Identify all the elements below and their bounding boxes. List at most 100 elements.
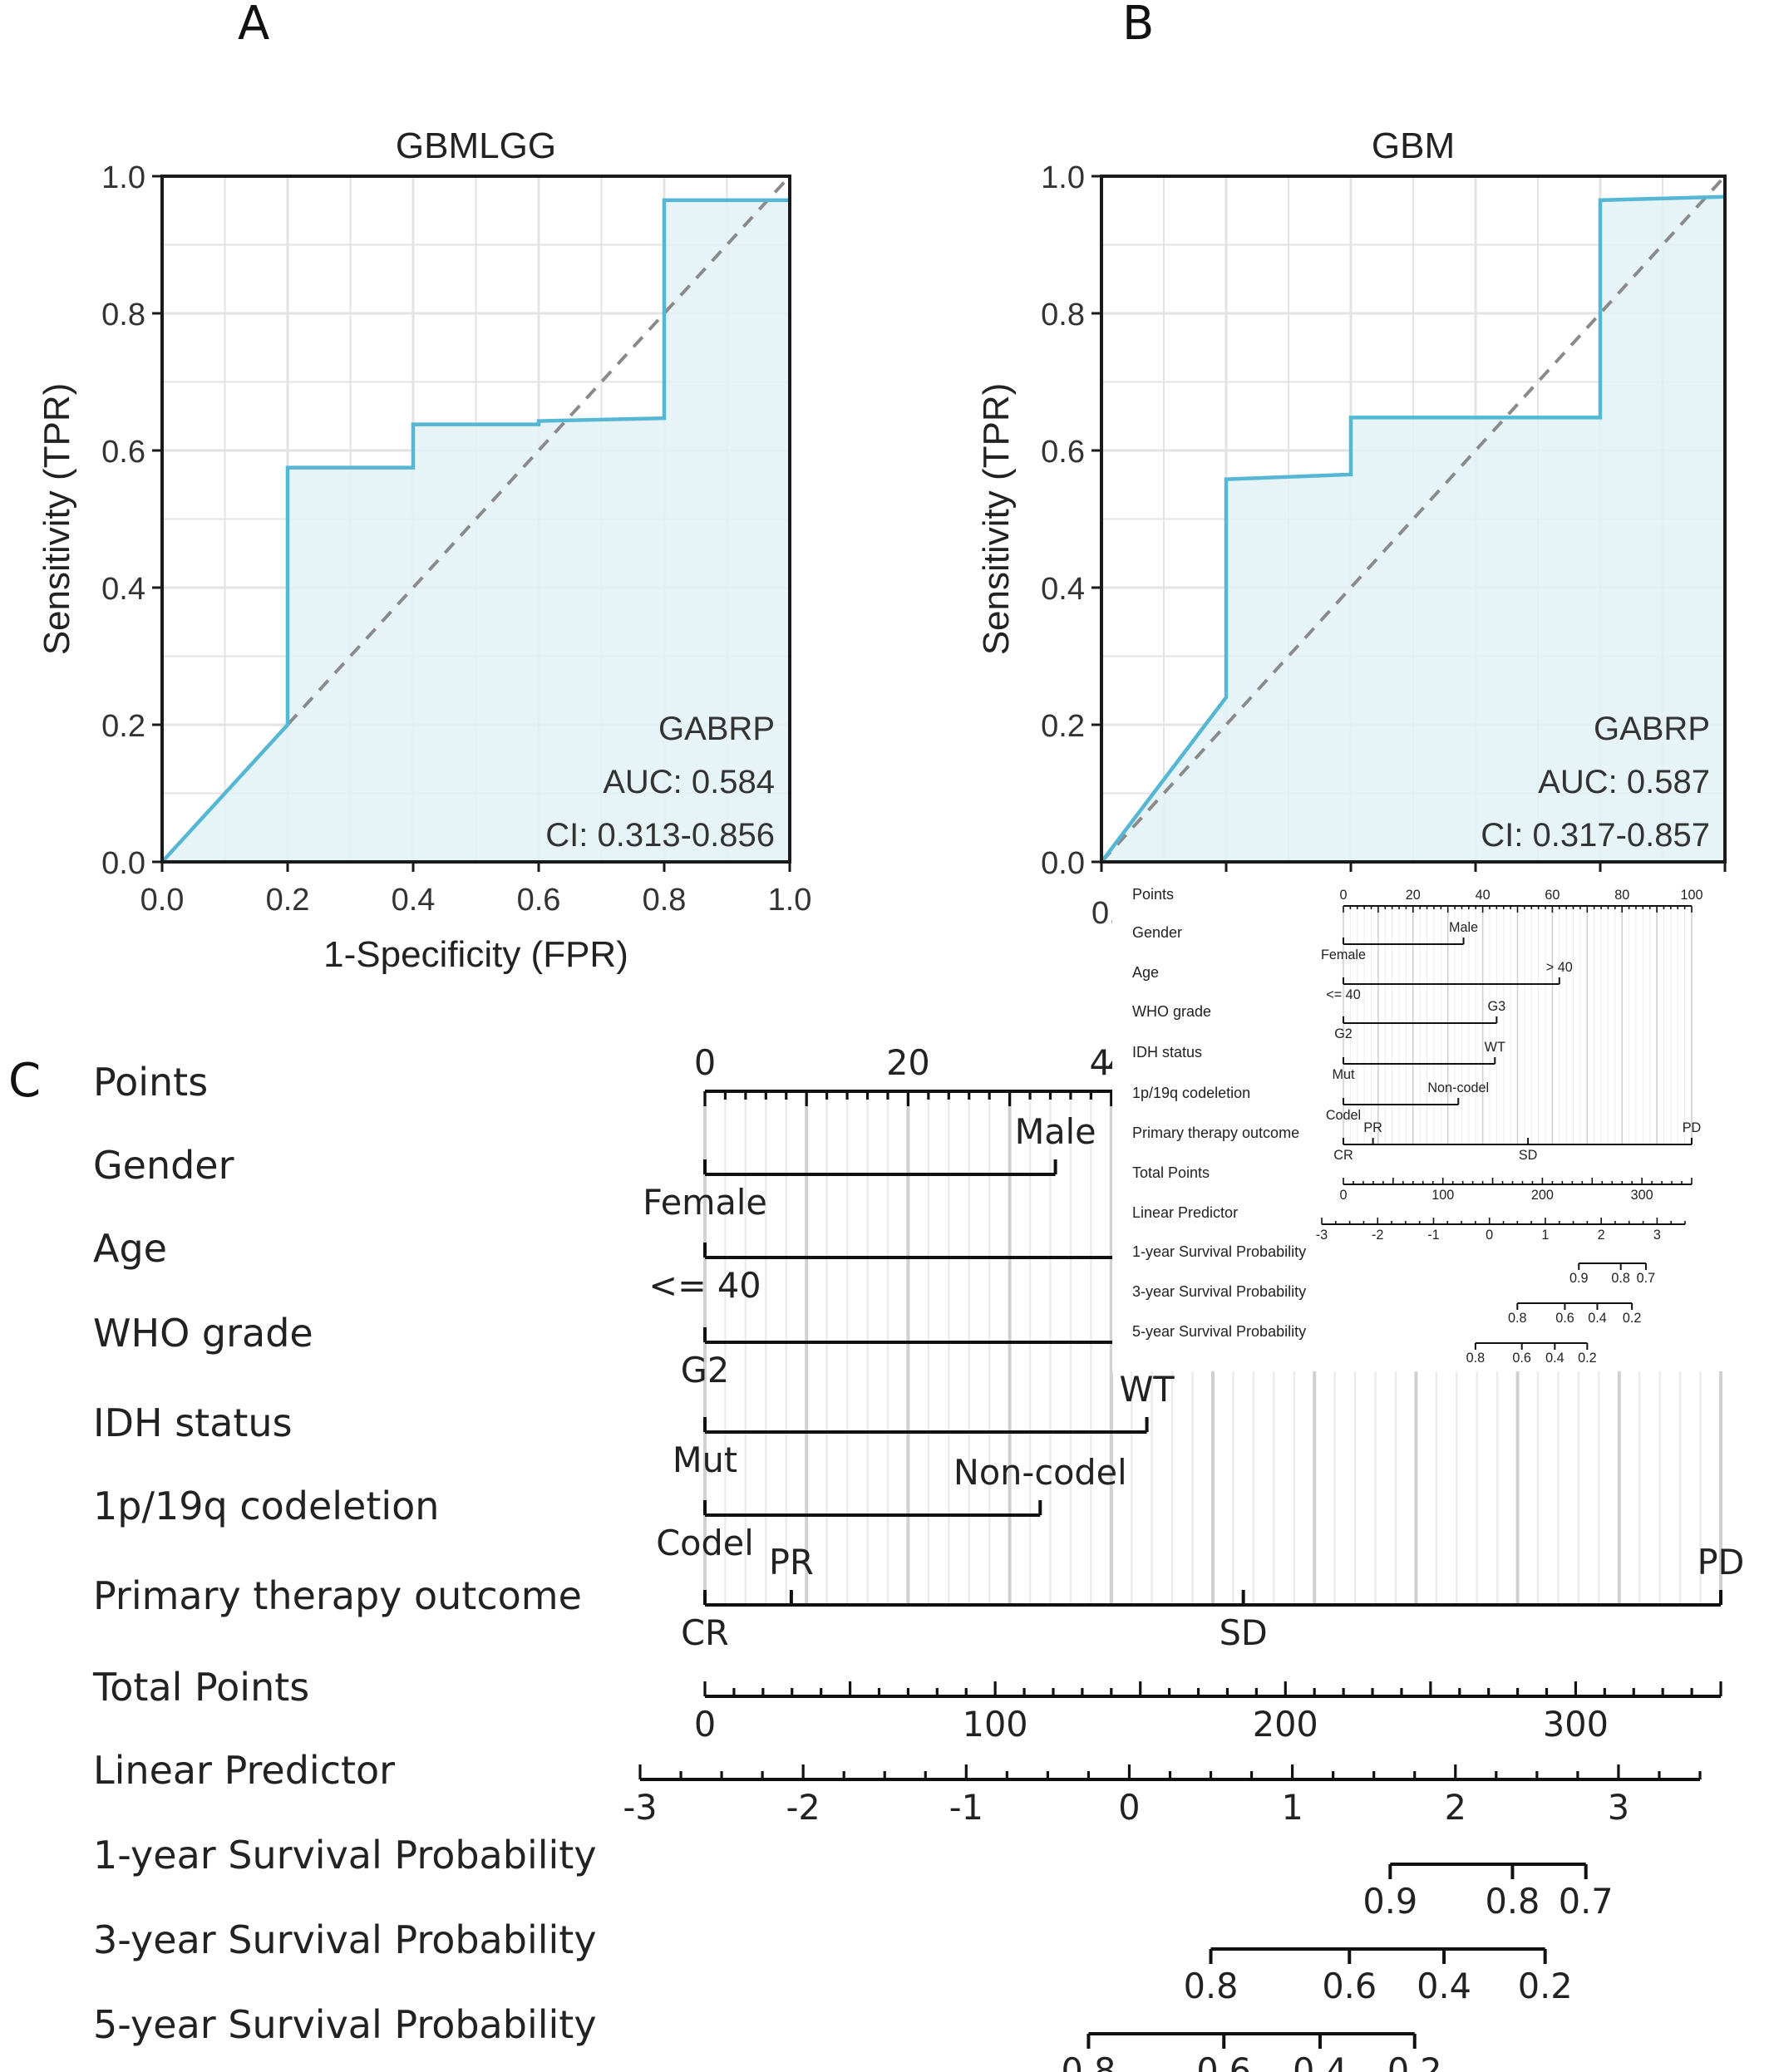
y-axis-label: Sensitivity (TPR) <box>976 383 1017 656</box>
survival-tick-label: 0.4 <box>1417 1966 1471 2006</box>
level-label: <= 40 <box>1326 987 1360 1002</box>
level-label: SD <box>1220 1613 1268 1653</box>
points-tick-label: 100 <box>1680 888 1702 903</box>
level-label: > 40 <box>1546 960 1573 975</box>
y-tick-label: 0.2 <box>101 709 145 744</box>
total-points-tick-label: 100 <box>1431 1188 1454 1203</box>
x-tick-label: 0.8 <box>643 883 687 918</box>
auc-annotation-line: CI: 0.313-0.856 <box>545 817 775 854</box>
survival-tick-label: 0.8 <box>1184 1966 1239 2006</box>
linear-predictor-tick-label: 2 <box>1445 1788 1466 1828</box>
y-tick-label: 1.0 <box>1041 160 1085 195</box>
survival-tick-label: 0.6 <box>1196 2051 1251 2072</box>
survival-tick-label: 0.6 <box>1512 1351 1531 1366</box>
x-tick-label: 0.0 <box>140 883 185 918</box>
total-points-tick-label: 200 <box>1531 1188 1554 1203</box>
level-label: CR <box>681 1613 729 1653</box>
linear-predictor-tick-label: -2 <box>1372 1228 1383 1243</box>
row-label: Age <box>93 1226 167 1271</box>
survival-tick-label: 0.4 <box>1588 1311 1607 1326</box>
reference-diagonal <box>160 175 791 864</box>
linear-predictor-tick-label: 2 <box>1598 1228 1605 1243</box>
linear-predictor-tick-label: 3 <box>1653 1228 1661 1243</box>
x-tick-label: 0.6 <box>517 883 561 918</box>
linear-predictor-tick-label: 0 <box>1118 1788 1140 1828</box>
y-tick-label: 0.6 <box>101 435 145 470</box>
survival-tick-label: 0.8 <box>1486 1882 1540 1922</box>
row-label: Gender <box>1132 924 1182 941</box>
chart-title: GBMLGG <box>396 126 556 166</box>
auc-annotation-line: GABRP <box>658 711 775 747</box>
linear-predictor-tick-label: -1 <box>949 1788 983 1828</box>
row-label: Points <box>93 1060 208 1105</box>
survival-tick-label: 0.9 <box>1362 1882 1417 1922</box>
x-tick-label: 1.0 <box>768 883 812 918</box>
level-label: Male <box>1015 1112 1096 1152</box>
points-tick-label: 80 <box>1614 888 1629 903</box>
row-label: WHO grade <box>93 1311 313 1356</box>
row-label: IDH status <box>1132 1044 1202 1061</box>
points-tick-label: 0 <box>694 1043 716 1083</box>
level-label: Non-codel <box>1427 1080 1489 1095</box>
total-points-tick-label: 200 <box>1253 1705 1318 1745</box>
level-label: Mut <box>673 1440 737 1480</box>
survival-tick-label: 0.6 <box>1555 1311 1574 1326</box>
row-label: 1-year Survival Probability <box>1132 1243 1306 1260</box>
points-tick-label: 20 <box>1406 888 1421 903</box>
auc-annotation-line: GABRP <box>1594 711 1710 747</box>
x-tick-label: 0.4 <box>392 883 436 918</box>
panel-letter-a: A <box>238 0 270 51</box>
y-tick-label: 0.0 <box>1041 846 1085 881</box>
roc-chart-gbm: 0.0 0.2 0.4 0.6 0.8 1.0 GBM Sensitivity (TPR) GA… <box>976 126 1755 931</box>
survival-tick-label: 0.6 <box>1322 1966 1377 2006</box>
linear-predictor-tick-label: 0 <box>1486 1228 1493 1243</box>
level-label: Female <box>643 1183 767 1223</box>
row-label: WHO grade <box>1132 1003 1211 1020</box>
linear-predictor-tick-label: -3 <box>623 1788 657 1828</box>
y-tick-label: 0.4 <box>101 572 145 607</box>
level-label: Non-codel <box>953 1453 1127 1493</box>
x-axis-label: 1-Specificity (FPR) <box>323 934 628 975</box>
survival-tick-label: 0.8 <box>1062 2051 1116 2072</box>
total-points-tick-label: 100 <box>963 1705 1028 1745</box>
row-label: 1-year Survival Probability <box>93 1833 597 1878</box>
row-label: 5-year Survival Probability <box>1132 1323 1306 1340</box>
survival-tick-label: 0.8 <box>1611 1271 1630 1286</box>
y-tick-label: 0.8 <box>101 298 145 332</box>
survival-tick-label: 0.4 <box>1293 2051 1348 2072</box>
survival-tick-label: 0.9 <box>1569 1271 1589 1286</box>
survival-tick-label: 0.2 <box>1623 1311 1642 1326</box>
level-label: Codel <box>1326 1108 1361 1123</box>
roc-chart-gbmlgg: 0.0 0.2 0.4 0.6 0.8 1.0 0.0 0.2 0.4 0.6 0.8 1.0 GBML… <box>37 126 812 975</box>
points-tick-label: 60 <box>1545 888 1560 903</box>
survival-tick-label: 0.8 <box>1508 1311 1527 1326</box>
linear-predictor-tick-label: -1 <box>1427 1228 1439 1243</box>
y-tick-label: 0.2 <box>1041 709 1085 744</box>
level-label: SD <box>1519 1148 1538 1163</box>
total-points-tick-label: 0 <box>1339 1188 1347 1203</box>
level-label: Male <box>1449 920 1478 935</box>
points-tick-label: 20 <box>886 1043 930 1083</box>
row-label: Linear Predictor <box>1132 1204 1238 1221</box>
y-axis-label: Sensitivity (TPR) <box>37 383 77 656</box>
level-label: PD <box>1698 1543 1745 1582</box>
y-tick-label: 0.4 <box>1041 572 1085 607</box>
reference-diagonal <box>1100 175 1727 864</box>
row-label: 3-year Survival Probability <box>1132 1283 1306 1300</box>
panel-letter-c: C <box>8 1054 42 1108</box>
y-tick-label: 0.0 <box>101 846 145 881</box>
level-label: Mut <box>1333 1067 1355 1082</box>
row-label: Age <box>1132 964 1159 981</box>
y-tick-label: 1.0 <box>101 160 145 195</box>
row-label: Gender <box>93 1143 234 1188</box>
row-label: Linear Predictor <box>93 1748 395 1793</box>
plot-frame <box>1100 175 1727 864</box>
level-label: WT <box>1485 1040 1505 1055</box>
y-tick-label: 0.8 <box>1041 298 1085 332</box>
level-label: Female <box>1321 947 1366 962</box>
survival-tick-label: 0.8 <box>1466 1351 1486 1366</box>
panel-letter-b: B <box>1122 0 1155 51</box>
level-label: WT <box>1119 1370 1175 1410</box>
level-label: CR <box>1333 1148 1353 1163</box>
row-label: 5-year Survival Probability <box>93 2002 597 2047</box>
